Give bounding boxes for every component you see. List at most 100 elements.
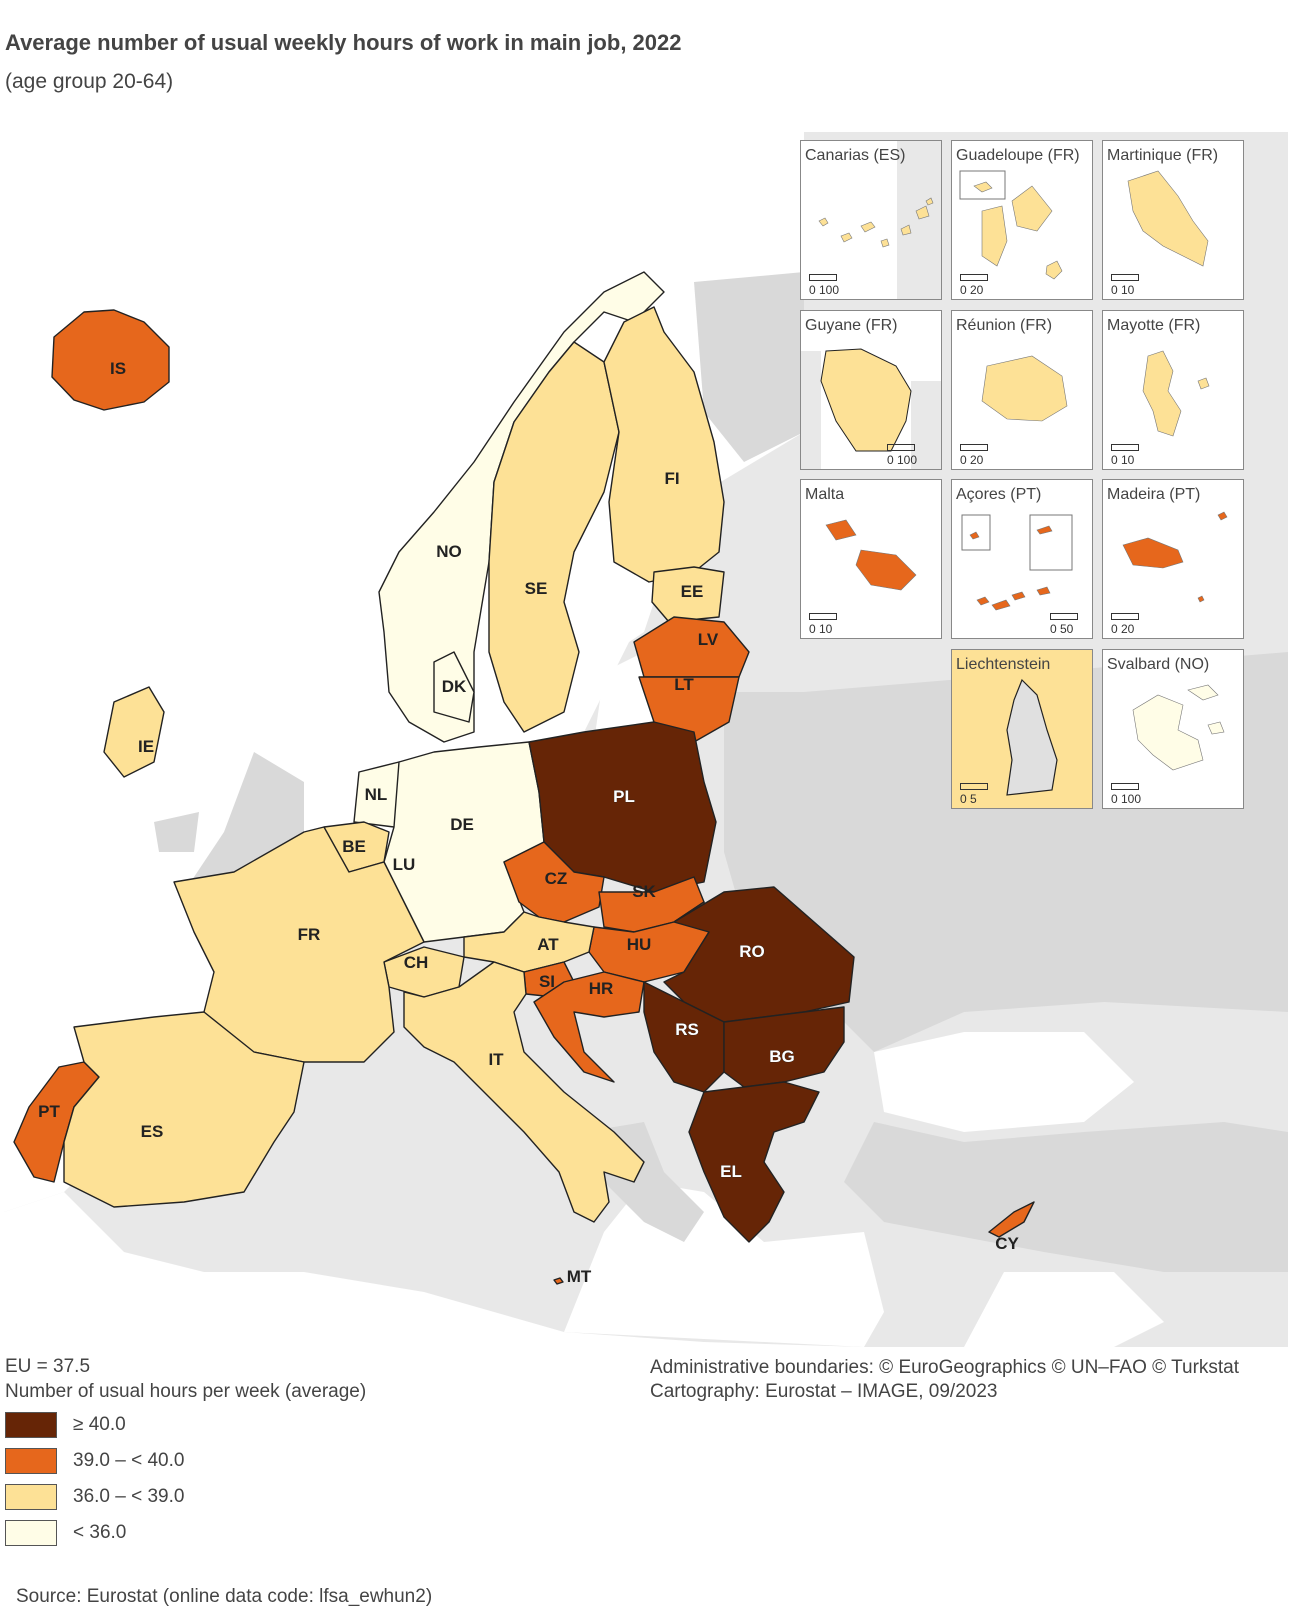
scale-bar: 0 100 xyxy=(887,444,917,467)
scale-label: 0 50 xyxy=(1050,622,1074,636)
scale-label: 0 20 xyxy=(960,453,984,467)
inset-liechtenstein-shape xyxy=(1006,678,1058,796)
country-label-se: SE xyxy=(525,579,548,598)
country-label-rs: RS xyxy=(675,1020,699,1039)
inset-title: Réunion (FR) xyxy=(956,317,1053,334)
inset-svalbard: Svalbard (NO) 0 100 xyxy=(1102,649,1244,809)
country-label-fr: FR xyxy=(298,925,321,944)
inset-guyane: Guyane (FR) 0 100 xyxy=(800,310,942,470)
country-label-ro: RO xyxy=(739,942,765,961)
country-cz xyxy=(503,841,605,923)
inset-canarias-shape xyxy=(818,141,941,299)
inset-guyane-shape xyxy=(801,348,941,469)
inset-madeira-shape xyxy=(1122,511,1228,603)
scale-bar: 0 20 xyxy=(1111,613,1139,636)
country-fi xyxy=(603,306,725,583)
country-el xyxy=(688,1081,820,1243)
country-label-cy: CY xyxy=(995,1234,1019,1253)
country-label-pl: PL xyxy=(613,787,635,806)
source-note: Source: Eurostat (online data code: lfsa… xyxy=(16,1586,433,1607)
legend-swatch xyxy=(5,1412,57,1438)
legend-label: 39.0 – < 40.0 xyxy=(73,1450,185,1471)
map-subtitle: (age group 20-64) xyxy=(5,70,174,93)
scale-bar: 0 20 xyxy=(960,444,988,467)
map-title: Average number of usual weekly hours of … xyxy=(5,30,682,55)
legend-swatch xyxy=(5,1520,57,1546)
scale-label: 0 10 xyxy=(1111,283,1135,297)
scale-bar: 0 5 xyxy=(960,783,988,806)
scale-bar: 0 20 xyxy=(960,274,988,297)
country-label-cz: CZ xyxy=(545,869,568,888)
country-label-sk: SK xyxy=(632,882,656,901)
country-label-el: EL xyxy=(720,1162,742,1181)
inset-mayotte: Mayotte (FR) 0 10 xyxy=(1102,310,1244,470)
country-label-no: NO xyxy=(436,542,462,561)
europe-map: IS NO SE FI EE LV LT DK IE NL BE LU DE PL CZ SK HU AT CH FR… xyxy=(4,132,1288,1347)
country-ie xyxy=(103,686,165,778)
country-bg xyxy=(723,1006,845,1088)
scale-bar: 0 10 xyxy=(809,613,837,636)
map-area: IS NO SE FI EE LV LT DK IE NL BE LU DE PL CZ SK HU AT CH FR… xyxy=(4,132,1288,1347)
inset-title: Madeira (PT) xyxy=(1107,486,1201,503)
inset-title: Martinique (FR) xyxy=(1107,147,1219,164)
legend-title: Number of usual hours per week (average) xyxy=(5,1381,367,1402)
country-label-bg: BG xyxy=(769,1047,795,1066)
country-mt xyxy=(553,1277,564,1285)
scale-label: 0 10 xyxy=(1111,453,1135,467)
country-label-at: AT xyxy=(537,935,559,954)
inset-mayotte-shape xyxy=(1142,350,1210,437)
country-label-ch: CH xyxy=(404,953,429,972)
scale-label: 0 100 xyxy=(809,283,840,297)
legend-label: 36.0 – < 39.0 xyxy=(73,1486,185,1507)
inset-title: Malta xyxy=(805,486,845,503)
inset-acores-shape xyxy=(961,514,1073,611)
country-no xyxy=(378,271,665,743)
country-ee xyxy=(651,566,725,623)
country-label-lv: LV xyxy=(698,630,719,649)
inset-guadeloupe-shape xyxy=(959,170,1063,280)
inset-malta: Malta 0 10 xyxy=(800,479,942,639)
country-cy xyxy=(988,1201,1035,1238)
inset-title: Svalbard (NO) xyxy=(1107,656,1210,673)
country-label-es: ES xyxy=(141,1122,164,1141)
country-dk xyxy=(433,651,475,723)
legend-swatch xyxy=(5,1484,57,1510)
country-hr xyxy=(533,971,645,1083)
inset-title: Guyane (FR) xyxy=(805,317,898,334)
country-label-hr: HR xyxy=(589,979,614,998)
inset-malta-shape xyxy=(825,519,917,591)
scale-bar: 0 50 xyxy=(1050,613,1078,636)
scale-bar: 0 100 xyxy=(1111,783,1141,806)
country-label-dk: DK xyxy=(442,677,467,696)
country-es xyxy=(63,1011,305,1208)
country-label-fi: FI xyxy=(664,469,679,488)
inset-canarias: Canarias (ES) 0 100 xyxy=(800,140,942,300)
inset-reunion-shape xyxy=(981,355,1068,422)
scale-label: 0 100 xyxy=(1111,792,1142,806)
country-label-ee: EE xyxy=(681,582,704,601)
legend-swatch xyxy=(5,1448,57,1474)
legend-label: < 36.0 xyxy=(73,1522,127,1543)
scale-bar: 0 10 xyxy=(1111,274,1139,297)
inset-reunion: Réunion (FR) 0 20 xyxy=(951,310,1093,470)
scale-label: 0 5 xyxy=(960,792,977,806)
eu-average: EU = 37.5 xyxy=(5,1356,91,1377)
country-label-mt: MT xyxy=(567,1267,592,1286)
country-se xyxy=(488,341,620,733)
country-label-hu: HU xyxy=(627,935,652,954)
inset-title: Mayotte (FR) xyxy=(1107,317,1201,334)
inset-liechtenstein: Liechtenstein 0 5 xyxy=(951,649,1093,809)
inset-guadeloupe: Guadeloupe (FR) 0 20 xyxy=(951,140,1093,300)
country-label-pt: PT xyxy=(38,1102,60,1121)
inset-title: Liechtenstein xyxy=(956,656,1051,673)
credits: Administrative boundaries: © EuroGeograp… xyxy=(650,1356,1239,1404)
inset-martinique: Martinique (FR) 0 10 xyxy=(1102,140,1244,300)
country-label-lt: LT xyxy=(674,675,694,694)
inset-madeira: Madeira (PT) 0 20 xyxy=(1102,479,1244,639)
country-it xyxy=(403,961,645,1223)
country-at xyxy=(463,911,595,973)
inset-title: Canarias (ES) xyxy=(805,147,906,164)
credits-boundaries: Administrative boundaries: © EuroGeograp… xyxy=(650,1357,1240,1378)
country-is xyxy=(51,309,170,411)
scale-label: 0 20 xyxy=(960,283,984,297)
